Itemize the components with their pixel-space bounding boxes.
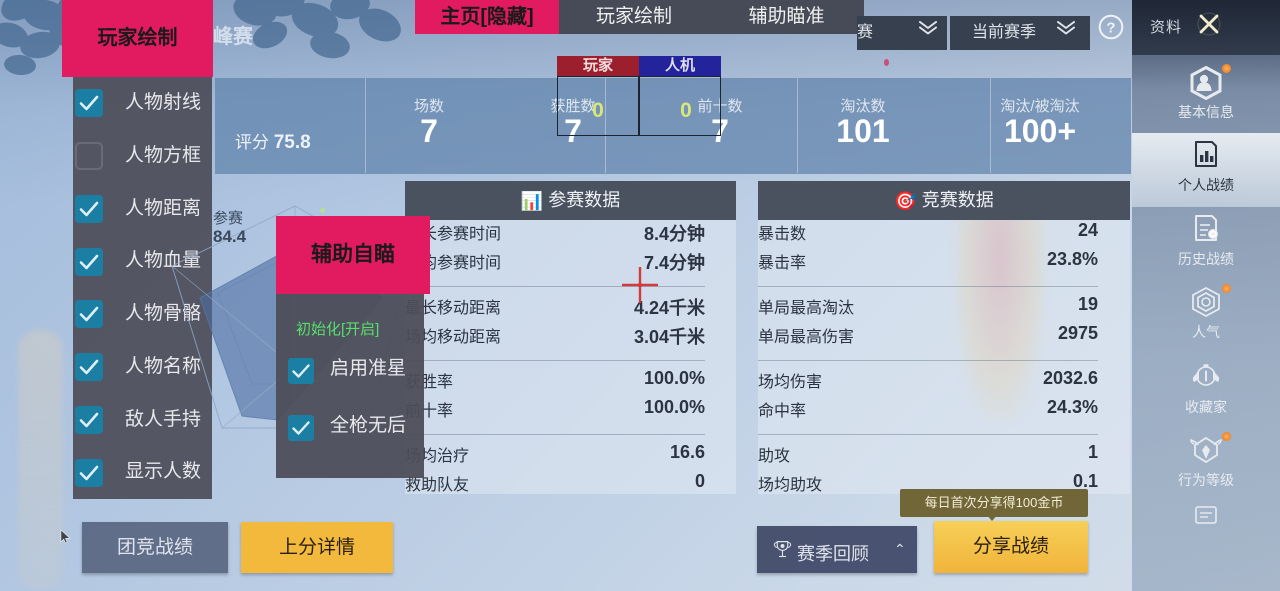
svg-text:?: ?: [1106, 20, 1115, 37]
